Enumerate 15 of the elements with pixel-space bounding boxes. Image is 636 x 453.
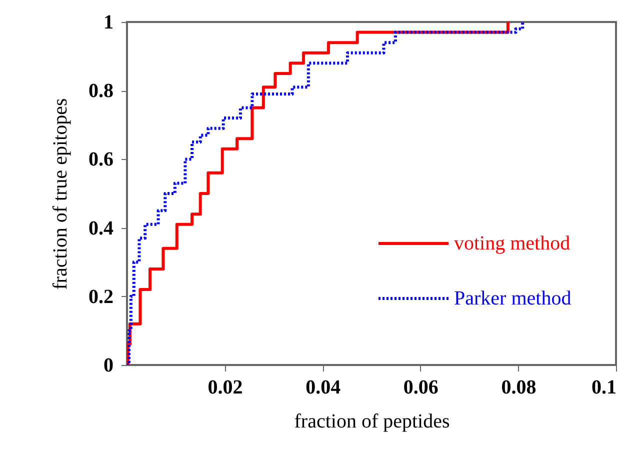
- x-tick-label: 0.04: [306, 376, 341, 398]
- y-axis-title: fraction of true epitopes: [50, 98, 72, 290]
- x-tick-label: 0.02: [208, 376, 243, 398]
- legend-label: voting method: [454, 232, 570, 254]
- x-tick-label: 0.1: [592, 376, 616, 398]
- y-tick-label: 0.4: [88, 217, 114, 240]
- x-tick-label: 0.08: [501, 376, 536, 398]
- x-axis-title: fraction of peptides: [294, 410, 450, 432]
- y-tick-label: 0: [104, 354, 114, 376]
- y-tick-label: 1: [104, 12, 114, 34]
- y-tick-label: 0.2: [88, 286, 114, 308]
- legend-label: Parker method: [454, 288, 572, 310]
- x-tick-label: 0.06: [403, 376, 438, 398]
- y-tick-label: 0.6: [88, 148, 114, 171]
- y-tick-label: 0.8: [88, 80, 114, 102]
